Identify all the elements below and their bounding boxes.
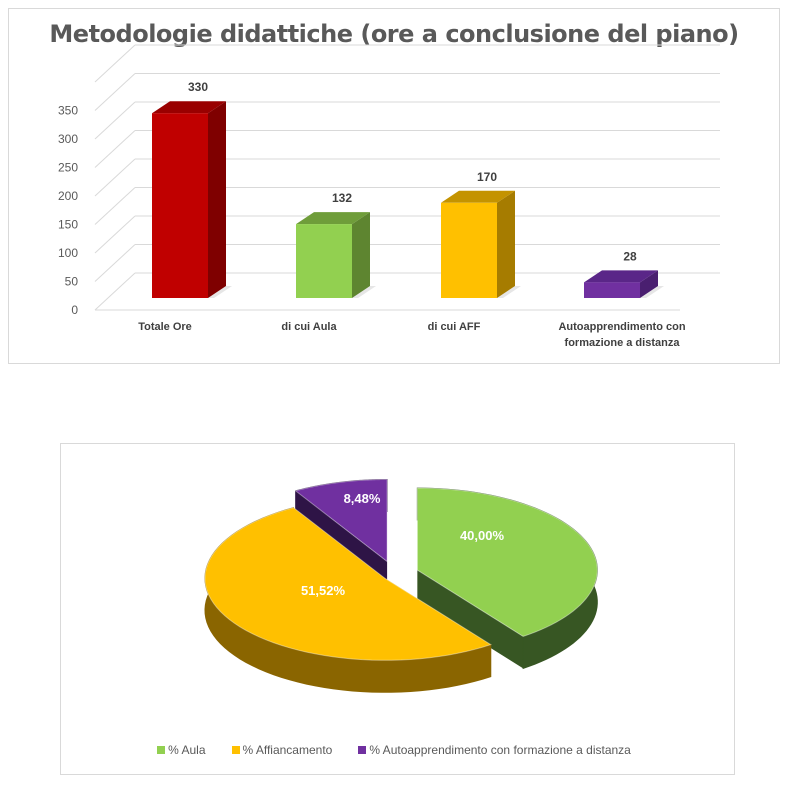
bar-chart: 0 50 100 150 200 250 300 350 330 Totale Ore 132 di … <box>58 44 720 349</box>
legend-swatch-yellow <box>231 746 240 754</box>
gridline-diagonal <box>94 158 136 197</box>
bar-top <box>584 270 658 283</box>
y-tick-label: 0 <box>71 303 78 317</box>
y-tick-label: 100 <box>58 246 78 260</box>
x-category-label: formazione a distanza <box>565 337 681 349</box>
gridline-diagonal <box>94 187 136 225</box>
legend-item-affiancamento: % Affiancamento <box>231 743 333 757</box>
pie-legend: % Aula % Affiancamento % Autoapprendimen… <box>0 743 788 757</box>
bar <box>296 224 352 298</box>
data-label: 170 <box>477 170 497 184</box>
bar-shadow <box>208 286 232 298</box>
y-tick-label: 350 <box>58 104 78 118</box>
gridline-diagonal <box>94 272 136 311</box>
bar-top <box>441 190 515 203</box>
gridline-diagonal <box>94 244 136 282</box>
x-category-label: di cui AFF <box>428 321 481 333</box>
legend-label: % Autoapprendimento con formazione a dis… <box>369 743 631 757</box>
bar-side <box>497 190 515 298</box>
bar-shadow <box>352 286 376 298</box>
data-label: 330 <box>188 80 208 94</box>
gridline-diagonal <box>94 73 136 111</box>
gridline-diagonal <box>94 215 136 254</box>
data-label: 28 <box>623 249 637 263</box>
legend-item-aula: % Aula <box>157 743 206 757</box>
x-category-label: Autoapprendimento con <box>558 321 685 333</box>
chart-title: Metodologie didattiche (ore a conclusion… <box>49 20 739 48</box>
bar-side <box>640 270 658 298</box>
x-category-label: Totale Ore <box>138 321 192 333</box>
bar-chart-area <box>8 8 780 364</box>
bar-top <box>296 212 370 225</box>
y-tick-label: 200 <box>58 189 78 203</box>
y-tick-label: 250 <box>58 161 78 175</box>
gridline-diagonal <box>94 44 136 83</box>
pie-chart-area <box>60 443 735 775</box>
gridline-diagonal <box>94 101 136 140</box>
legend-label: % Aula <box>168 743 206 757</box>
bar-top <box>152 101 226 114</box>
legend-swatch-purple <box>358 746 367 754</box>
data-label: 132 <box>332 191 352 205</box>
legend-label: % Affiancamento <box>242 743 333 757</box>
y-tick-label: 50 <box>65 275 79 289</box>
bar <box>441 202 497 298</box>
legend-swatch-green <box>157 746 166 754</box>
y-tick-label: 150 <box>58 218 78 232</box>
bar-side <box>208 101 226 298</box>
bar-side <box>352 212 370 298</box>
legend-item-autoapprendimento: % Autoapprendimento con formazione a dis… <box>358 743 631 757</box>
bar <box>152 113 208 298</box>
gridline-diagonal <box>94 130 136 168</box>
bar <box>584 282 640 298</box>
y-tick-label: 300 <box>58 132 78 146</box>
bar-shadow <box>497 286 521 298</box>
x-category-label: di cui Aula <box>281 321 337 333</box>
bar-shadow <box>640 286 664 298</box>
